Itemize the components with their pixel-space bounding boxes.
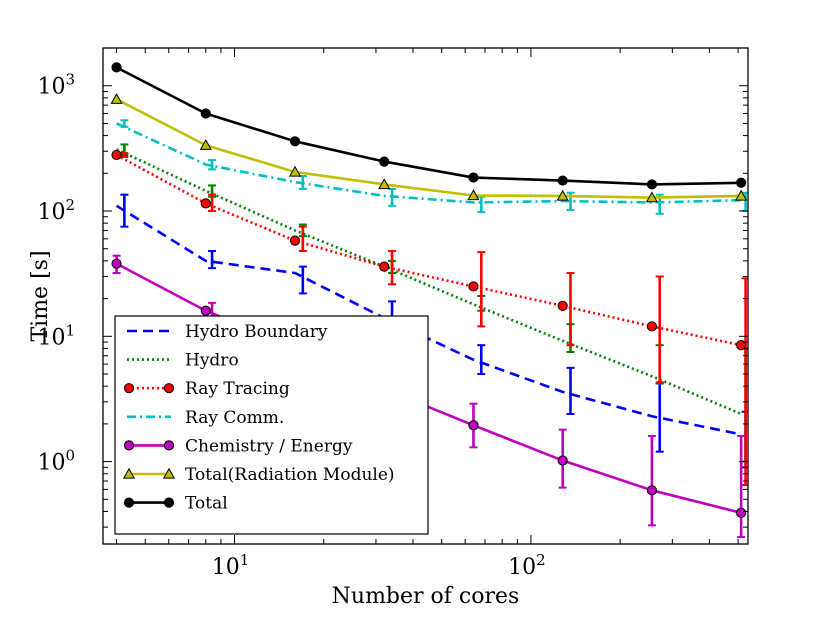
y-tick-label: 102 [37, 196, 75, 225]
series-line [116, 148, 742, 416]
legend-marker [122, 467, 136, 479]
data-point [200, 108, 211, 119]
legend-marker [162, 467, 176, 479]
y-axis-label: Time [s] [28, 250, 53, 341]
legend-marker [123, 383, 135, 394]
x-tick-label: 102 [508, 551, 546, 580]
x-tick-label: 101 [212, 551, 250, 580]
data-point [200, 198, 211, 209]
legend-marker [123, 497, 135, 508]
legend: Hydro Boundary Hydro Ray Tracing Ray Comm. C… [114, 315, 429, 535]
legend-label: Ray Tracing [185, 379, 290, 399]
data-point [646, 179, 658, 190]
y-tick-label: 100 [37, 447, 75, 476]
data-point [111, 149, 122, 161]
data-point [111, 258, 122, 269]
legend-label: Total(Radiation Module) [185, 465, 395, 485]
data-point [735, 189, 748, 201]
series-chemistry-energy [111, 254, 747, 539]
series-line [115, 153, 742, 347]
legend-label: Ray Comm. [185, 408, 284, 428]
legend-marker [163, 497, 175, 508]
y-tick-label: 103 [37, 71, 75, 100]
data-point [736, 177, 747, 188]
legend-label: Total [185, 494, 228, 514]
data-point [110, 93, 123, 104]
data-point [289, 136, 301, 147]
legend-item-hydro-boundary: Hydro Boundary [127, 322, 328, 342]
data-point [468, 172, 479, 183]
series-line [115, 204, 742, 436]
x-axis-label: Number of cores [332, 584, 520, 609]
data-point [199, 138, 212, 150]
data-point [467, 189, 480, 201]
legend-item-ray-comm: Ray Comm. [127, 408, 284, 428]
data-point [646, 321, 658, 332]
legend-marker [163, 383, 175, 394]
series-line [115, 98, 742, 199]
data-point [288, 165, 302, 177]
series-total [111, 62, 747, 190]
legend-label: Chemistry / Energy [185, 436, 353, 456]
legend-item-chemistry-energy: Chemistry / Energy [123, 436, 353, 456]
data-point [378, 178, 391, 190]
series-ray-comm [116, 119, 748, 215]
legend-item-total-radiation-module: Total(Radiation Module) [122, 465, 395, 485]
data-point [111, 62, 122, 73]
data-point [557, 300, 568, 311]
legend-label: Hydro [185, 351, 239, 371]
data-point [379, 156, 390, 167]
data-point [556, 189, 569, 201]
legend-item-ray-tracing: Ray Tracing [123, 379, 290, 399]
data-point [557, 455, 568, 466]
data-point [646, 485, 658, 496]
legend-item-hydro: Hydro [127, 351, 239, 371]
series-line [115, 66, 742, 186]
legend-marker [123, 440, 135, 451]
series-ray-tracing [111, 149, 748, 487]
series-line [116, 122, 742, 204]
legend-label: Hydro Boundary [185, 322, 328, 342]
data-point [645, 191, 658, 203]
data-point [736, 340, 747, 351]
legend-box [114, 315, 429, 535]
series-total-radiation-module [110, 93, 748, 203]
data-point [736, 507, 747, 518]
data-point [289, 235, 301, 246]
legend-marker [163, 440, 175, 451]
y-tick-label: 101 [37, 321, 75, 350]
data-point [200, 305, 211, 316]
plot-frame [102, 47, 749, 545]
data-point [557, 175, 568, 186]
data-point [468, 281, 479, 292]
data-point [379, 261, 390, 272]
data-point [468, 420, 479, 431]
legend-item-total: Total [123, 494, 228, 514]
